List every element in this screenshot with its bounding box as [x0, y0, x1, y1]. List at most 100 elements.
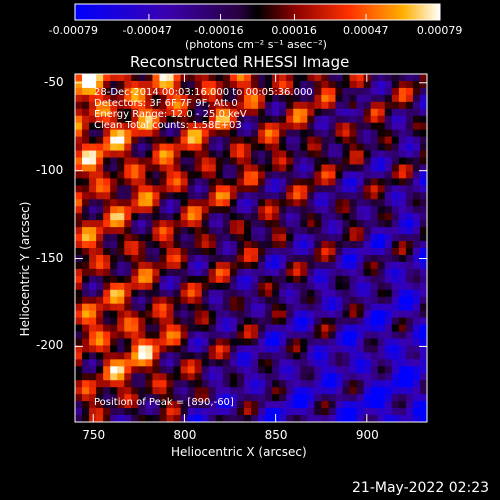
- heatmap-cell: [201, 136, 210, 145]
- heatmap-cell: [293, 234, 301, 242]
- heatmap-cell: [342, 129, 351, 138]
- heatmap-cell: [391, 87, 400, 96]
- heatmap-cell: [131, 394, 139, 402]
- heatmap-cell: [363, 289, 372, 298]
- heatmap-cell: [215, 408, 224, 416]
- heatmap-cell: [370, 373, 379, 381]
- heatmap-cell: [215, 380, 224, 388]
- heatmap-cell: [314, 415, 322, 423]
- heatmap-cell: [82, 101, 90, 110]
- heatmap-cell: [222, 359, 231, 367]
- heatmap-cell: [398, 415, 407, 423]
- heatmap-cell: [314, 199, 322, 207]
- heatmap-cell: [265, 74, 273, 82]
- heatmap-cell: [208, 254, 217, 263]
- heatmap-cell: [328, 324, 336, 333]
- heatmap-cell: [138, 282, 146, 291]
- heatmap-cell: [321, 275, 329, 284]
- heatmap-cell: [229, 241, 238, 249]
- heatmap-cell: [293, 192, 301, 200]
- heatmap-cell: [328, 227, 336, 235]
- heatmap-cell: [314, 380, 322, 388]
- heatmap-cell: [124, 317, 132, 326]
- heatmap-cell: [201, 171, 210, 179]
- heatmap-cell: [363, 415, 372, 423]
- heatmap-cell: [173, 394, 182, 402]
- heatmap-cell: [412, 94, 421, 103]
- heatmap-cell: [138, 248, 146, 256]
- heatmap-cell: [222, 74, 231, 82]
- heatmap-cell: [419, 234, 428, 242]
- heatmap-cell: [293, 199, 301, 207]
- heatmap-cell: [236, 178, 245, 186]
- heatmap-cell: [377, 87, 386, 96]
- heatmap-cell: [251, 380, 259, 388]
- heatmap-cell: [96, 317, 104, 326]
- heatmap-cell: [145, 275, 153, 284]
- heatmap-cell: [89, 296, 97, 305]
- heatmap-cell: [187, 115, 196, 124]
- heatmap-cell: [335, 324, 344, 333]
- heatmap-cell: [243, 87, 252, 96]
- heatmap-cell: [229, 310, 238, 319]
- heatmap-cell: [335, 199, 344, 207]
- heatmap-cell: [272, 282, 280, 291]
- heatmap-cell: [96, 310, 104, 319]
- heatmap-cell: [166, 115, 175, 124]
- heatmap-cell: [265, 199, 273, 207]
- heatmap-cell: [187, 192, 196, 200]
- heatmap-cell: [89, 234, 97, 242]
- heatmap-cell: [222, 171, 231, 179]
- heatmap-cell: [173, 150, 182, 159]
- heatmap-cell: [194, 94, 203, 103]
- heatmap-cell: [391, 359, 400, 367]
- heatmap-cell: [194, 415, 203, 423]
- heatmap-cell: [96, 94, 104, 103]
- heatmap-cell: [124, 122, 132, 131]
- heatmap-cell: [293, 157, 301, 165]
- heatmap-cell: [236, 94, 245, 103]
- heatmap-cell: [384, 101, 393, 110]
- heatmap-cell: [258, 206, 266, 214]
- heatmap-cell: [201, 101, 210, 110]
- heatmap-cell: [96, 150, 104, 159]
- heatmap-cell: [236, 122, 245, 131]
- heatmap-cell: [145, 317, 153, 326]
- heatmap-cell: [173, 408, 182, 416]
- heatmap-cell: [286, 261, 294, 270]
- heatmap-cell: [391, 296, 400, 305]
- heatmap-cell: [124, 248, 132, 256]
- heatmap-cell: [307, 310, 315, 319]
- heatmap-cell: [398, 143, 407, 152]
- heatmap-cell: [412, 213, 421, 221]
- heatmap-cell: [145, 366, 153, 374]
- heatmap-cell: [138, 394, 146, 402]
- heatmap-cell: [258, 408, 266, 416]
- heatmap-cell: [391, 366, 400, 374]
- heatmap-cell: [152, 241, 160, 249]
- heatmap-cell: [279, 415, 287, 423]
- heatmap-cell: [335, 387, 344, 395]
- heatmap-cell: [159, 220, 168, 228]
- heatmap-cell: [412, 401, 421, 409]
- heatmap-cell: [384, 192, 393, 200]
- heatmap-cell: [286, 220, 294, 228]
- heatmap-cell: [201, 394, 210, 402]
- heatmap-cell: [377, 136, 386, 145]
- heatmap-cell: [286, 345, 294, 353]
- heatmap-cell: [398, 324, 407, 333]
- heatmap-cell: [229, 408, 238, 416]
- heatmap-cell: [314, 192, 322, 200]
- heatmap-cell: [265, 394, 273, 402]
- heatmap-cell: [82, 94, 90, 103]
- heatmap-cell: [117, 366, 125, 374]
- heatmap-cell: [124, 101, 132, 110]
- heatmap-cell: [187, 227, 196, 235]
- heatmap-cell: [173, 143, 182, 152]
- heatmap-cell: [180, 206, 189, 214]
- heatmap-cell: [131, 143, 139, 152]
- heatmap-cell: [342, 324, 351, 333]
- heatmap-cell: [194, 178, 203, 186]
- heatmap-cell: [124, 331, 132, 339]
- heatmap-cell: [194, 338, 203, 346]
